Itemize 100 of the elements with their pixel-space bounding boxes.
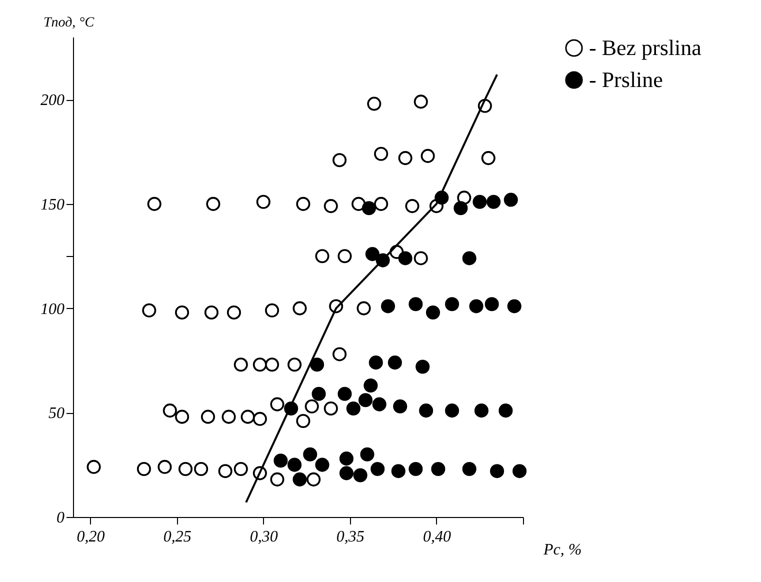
point (194, 462, 208, 476)
point (391, 464, 406, 478)
point (416, 360, 430, 374)
point (507, 299, 522, 314)
point (454, 201, 468, 216)
point (486, 194, 501, 209)
y-tick-label: 150 (40, 196, 64, 214)
point (288, 458, 302, 472)
point (490, 464, 504, 478)
point (324, 199, 338, 214)
point (226, 305, 241, 320)
point (204, 305, 218, 320)
legend-label: - Bez prslina (589, 35, 702, 60)
point (218, 464, 232, 478)
point (374, 146, 388, 161)
point (405, 199, 420, 214)
point (274, 454, 288, 468)
point (445, 404, 460, 418)
point (414, 94, 428, 109)
y-tick-label: 200 (40, 92, 64, 110)
point (288, 358, 302, 372)
point (158, 460, 172, 474)
point (303, 447, 318, 462)
point (484, 297, 499, 312)
point (338, 386, 352, 401)
point (408, 462, 423, 476)
point (332, 153, 347, 168)
point (270, 472, 284, 486)
point (200, 410, 216, 424)
point (372, 397, 386, 412)
legend-label: - Prsline (589, 67, 663, 92)
point (445, 297, 460, 312)
point (364, 378, 378, 393)
point (310, 358, 324, 372)
point (457, 190, 472, 205)
point (324, 401, 338, 416)
point (292, 301, 307, 316)
point (86, 460, 101, 474)
x-tick-label: 0,25 (163, 528, 192, 546)
point (512, 464, 527, 478)
point (270, 397, 284, 412)
point (431, 462, 446, 476)
point (339, 466, 354, 480)
point (474, 404, 488, 418)
point (462, 462, 476, 476)
point (426, 305, 440, 320)
point (234, 462, 248, 476)
point (256, 194, 270, 209)
point (504, 192, 518, 207)
point (338, 249, 352, 264)
point (360, 447, 374, 462)
y-tick-label: 50 (48, 405, 64, 422)
point (362, 201, 376, 216)
point (296, 414, 310, 428)
point (472, 194, 487, 209)
point (206, 196, 220, 211)
y-tick-label: 0 (56, 510, 64, 526)
point (296, 196, 310, 211)
point (388, 356, 402, 370)
point (175, 305, 190, 320)
point (420, 148, 435, 163)
point (398, 151, 412, 166)
point (142, 303, 156, 318)
y-axis-title: Tпод, °C (44, 16, 95, 30)
point (315, 458, 330, 472)
point (370, 462, 385, 476)
point (367, 96, 382, 111)
point (419, 404, 434, 418)
line-series (245, 74, 498, 504)
point (339, 452, 354, 466)
point (265, 303, 280, 318)
point (346, 401, 360, 416)
point (178, 462, 193, 476)
point (356, 301, 371, 316)
x-tick-label: 0,40 (422, 528, 451, 546)
point (469, 299, 484, 314)
point (398, 251, 412, 266)
point (358, 393, 373, 408)
point (175, 410, 190, 424)
point (481, 151, 496, 166)
x-tick-label: 0,20 (76, 528, 105, 546)
point (240, 410, 255, 424)
point (365, 247, 380, 262)
point (353, 468, 368, 482)
point (462, 251, 476, 266)
y-tick-label: 100 (40, 300, 64, 318)
point (368, 356, 383, 370)
x-tick-label: 0,30 (250, 528, 278, 546)
point (162, 404, 177, 418)
point (312, 386, 326, 401)
point (380, 299, 396, 314)
point (234, 358, 248, 372)
point (315, 249, 330, 264)
point (352, 196, 366, 211)
point (252, 412, 267, 426)
point (306, 472, 321, 486)
point (147, 196, 162, 211)
point (265, 358, 280, 372)
point (414, 251, 428, 266)
x-axis-title: Pc, % (542, 542, 582, 558)
